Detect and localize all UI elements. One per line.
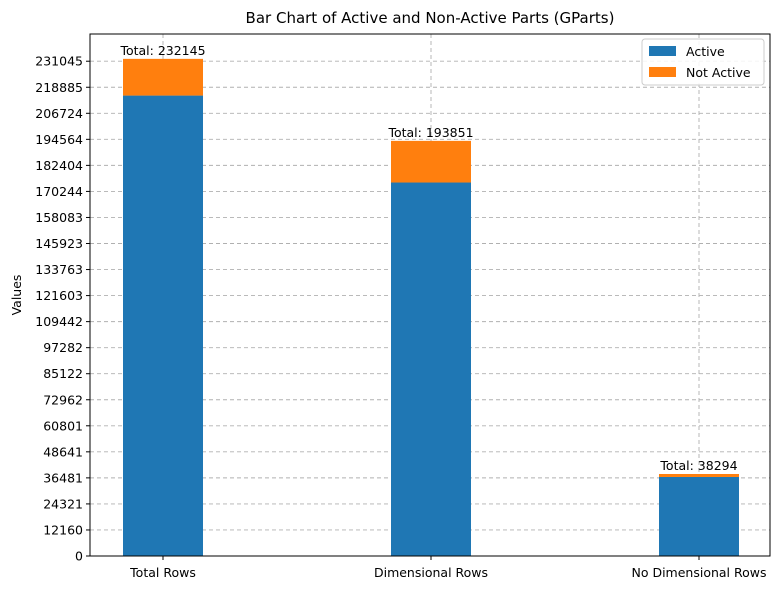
bars [123, 58, 739, 557]
plot-frame [89, 33, 771, 557]
legend-swatch [649, 67, 676, 77]
y-tick-label: 218885 [35, 80, 83, 95]
x-axis-ticks: Total Rows Dimensional Rows No Dimensional… [129, 556, 767, 580]
y-tick-label: 36481 [43, 470, 83, 485]
chart-title: Bar Chart of Active and Non-Active Parts… [246, 9, 615, 27]
y-tick-label: 0 [75, 549, 83, 564]
legend-label: Not Active [686, 65, 751, 80]
y-tick-label: 182404 [35, 158, 83, 173]
legend-label: Active [686, 44, 725, 59]
y-tick-label: 72962 [43, 392, 83, 407]
y-tick-label: 206724 [35, 106, 83, 121]
y-tick-label: 12160 [43, 522, 83, 537]
y-axis-ticks: 0 12160 24321 36481 48641 60801 72962 85122 9728… [35, 54, 90, 564]
bar-not-active [391, 140, 471, 183]
y-tick-label: 145923 [35, 236, 83, 251]
legend-swatch [649, 46, 676, 56]
bar-active [123, 95, 203, 557]
y-tick-label: 97282 [43, 340, 83, 355]
plot-border [89, 33, 771, 557]
legend: Active Not Active [641, 38, 765, 86]
y-tick-label: 85122 [43, 366, 83, 381]
bar-total-label: Total: 38294 [659, 458, 737, 473]
bar-not-active [659, 473, 739, 477]
y-tick-label: 170244 [35, 184, 83, 199]
bar-active [391, 182, 471, 557]
y-tick-label: 48641 [43, 444, 83, 459]
x-tick-label: Total Rows [129, 565, 196, 580]
x-tick-label: No Dimensional Rows [631, 565, 766, 580]
y-tick-label: 121603 [35, 288, 83, 303]
x-tick-label: Dimensional Rows [374, 565, 488, 580]
y-tick-label: 231045 [35, 54, 83, 69]
y-tick-label: 24321 [43, 496, 83, 511]
y-tick-label: 60801 [43, 418, 83, 433]
y-tick-label: 133763 [35, 262, 83, 277]
bar-total-label: Total: 193851 [387, 125, 473, 140]
y-axis-title: Values [9, 275, 24, 316]
bar-total-label: Total: 232145 [119, 43, 205, 58]
y-tick-label: 194564 [35, 132, 83, 147]
bar-not-active [123, 58, 203, 96]
bar-active [659, 476, 739, 556]
y-tick-label: 109442 [35, 314, 83, 329]
bar-totals: Total: 232145 Total: 193851 Total: 38294 [119, 43, 737, 473]
y-tick-label: 158083 [35, 210, 83, 225]
